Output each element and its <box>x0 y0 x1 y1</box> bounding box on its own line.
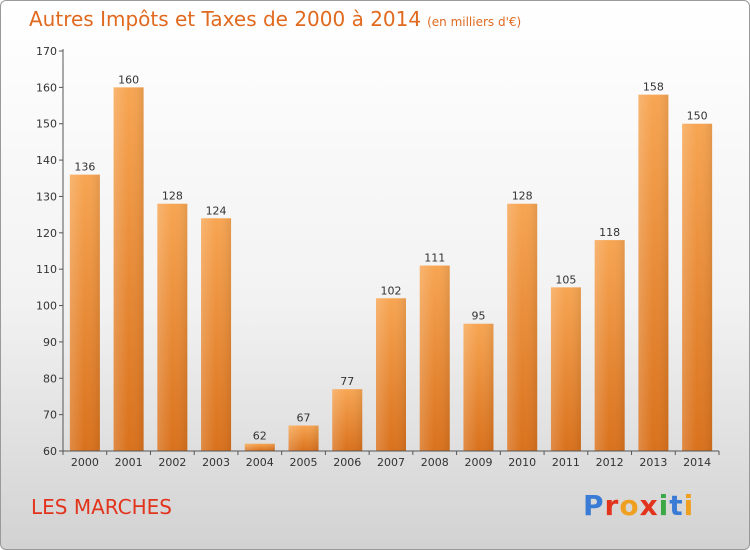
y-tick-label: 170 <box>36 45 57 58</box>
bar-shade <box>507 203 538 451</box>
y-tick-label: 100 <box>36 300 57 313</box>
proxiti-logo[interactable]: Proxiti <box>583 489 694 522</box>
y-tick-label: 80 <box>43 372 57 385</box>
y-tick-label: 140 <box>36 154 57 167</box>
x-tick-label: 2005 <box>290 456 318 469</box>
bar-value-label: 118 <box>599 226 620 239</box>
logo-letter: P <box>583 489 605 522</box>
bar-shade <box>201 218 232 451</box>
bar-shade <box>157 203 188 451</box>
bar-shade <box>288 425 319 451</box>
bar-value-label: 160 <box>118 73 139 86</box>
x-tick-label: 2008 <box>421 456 449 469</box>
x-tick-label: 2001 <box>115 456 143 469</box>
bar-shade <box>638 94 669 452</box>
x-tick-label: 2000 <box>71 456 99 469</box>
bar-value-label: 95 <box>471 310 485 323</box>
x-tick-label: 2003 <box>202 456 230 469</box>
commune-name: LES MARCHES <box>31 495 173 519</box>
bar-value-label: 124 <box>206 204 227 217</box>
bar-value-label: 102 <box>381 284 402 297</box>
y-tick-label: 150 <box>36 118 57 131</box>
logo-letter: o <box>619 489 640 522</box>
logo-letter: i <box>683 489 695 522</box>
logo-letter: r <box>604 489 620 522</box>
x-tick-label: 2012 <box>596 456 624 469</box>
x-tick-label: 2011 <box>552 456 580 469</box>
x-tick-label: 2006 <box>333 456 361 469</box>
logo-letter: i <box>658 489 670 522</box>
x-axis: 2000 2001 2002 2003 2004 2005 2006 2007 2008 2009… <box>62 450 720 469</box>
bar-value-label: 150 <box>687 110 708 123</box>
bar-shade <box>682 123 713 452</box>
x-tick-label: 2010 <box>508 456 536 469</box>
bar-value-label: 77 <box>340 375 354 388</box>
x-tick-label: 2014 <box>683 456 711 469</box>
bar-shade <box>244 443 275 451</box>
bar-value-label: 136 <box>74 161 95 174</box>
bar-value-label: 111 <box>424 252 445 265</box>
bar-value-label: 105 <box>555 273 576 286</box>
bar-shade <box>113 87 144 451</box>
bar-value-label: 128 <box>162 190 183 203</box>
bars: 136 160 128 124 62 67 77 102 111 95 128 105 118 158 15… <box>69 73 713 452</box>
bar-value-label: 62 <box>253 430 267 443</box>
y-tick-label: 60 <box>43 445 57 458</box>
y-tick-label: 130 <box>36 190 57 203</box>
bar-shade <box>463 323 494 451</box>
bar-shade <box>419 265 450 451</box>
bar-shade <box>594 240 625 451</box>
y-tick-label: 120 <box>36 227 57 240</box>
logo-letter: x <box>639 489 659 522</box>
y-tick-label: 160 <box>36 81 57 94</box>
y-tick-label: 110 <box>36 263 57 276</box>
bar-value-label: 158 <box>643 81 664 94</box>
bar-value-label: 128 <box>512 190 533 203</box>
y-axis: 60 70 80 90 100 110 120 130 140 150 160 170 <box>36 45 64 458</box>
x-tick-label: 2002 <box>158 456 186 469</box>
chart-title: Autres Impôts et Taxes de 2000 à 2014 (en… <box>29 7 521 31</box>
chart-title-text: Autres Impôts et Taxes de 2000 à 2014 <box>29 7 422 31</box>
x-tick-label: 2007 <box>377 456 405 469</box>
bar-shade <box>550 287 581 451</box>
bar-shade <box>69 174 100 452</box>
x-tick-label: 2004 <box>246 456 274 469</box>
x-tick-label: 2009 <box>464 456 492 469</box>
x-tick-label: 2013 <box>639 456 667 469</box>
bar-shade <box>376 298 406 451</box>
logo-letter: t <box>669 489 684 522</box>
bar-shade <box>332 389 363 451</box>
bar-value-label: 67 <box>297 412 311 425</box>
chart-subtitle: (en milliers d'€) <box>427 15 522 29</box>
y-tick-label: 70 <box>43 409 57 422</box>
y-tick-label: 90 <box>43 336 57 349</box>
